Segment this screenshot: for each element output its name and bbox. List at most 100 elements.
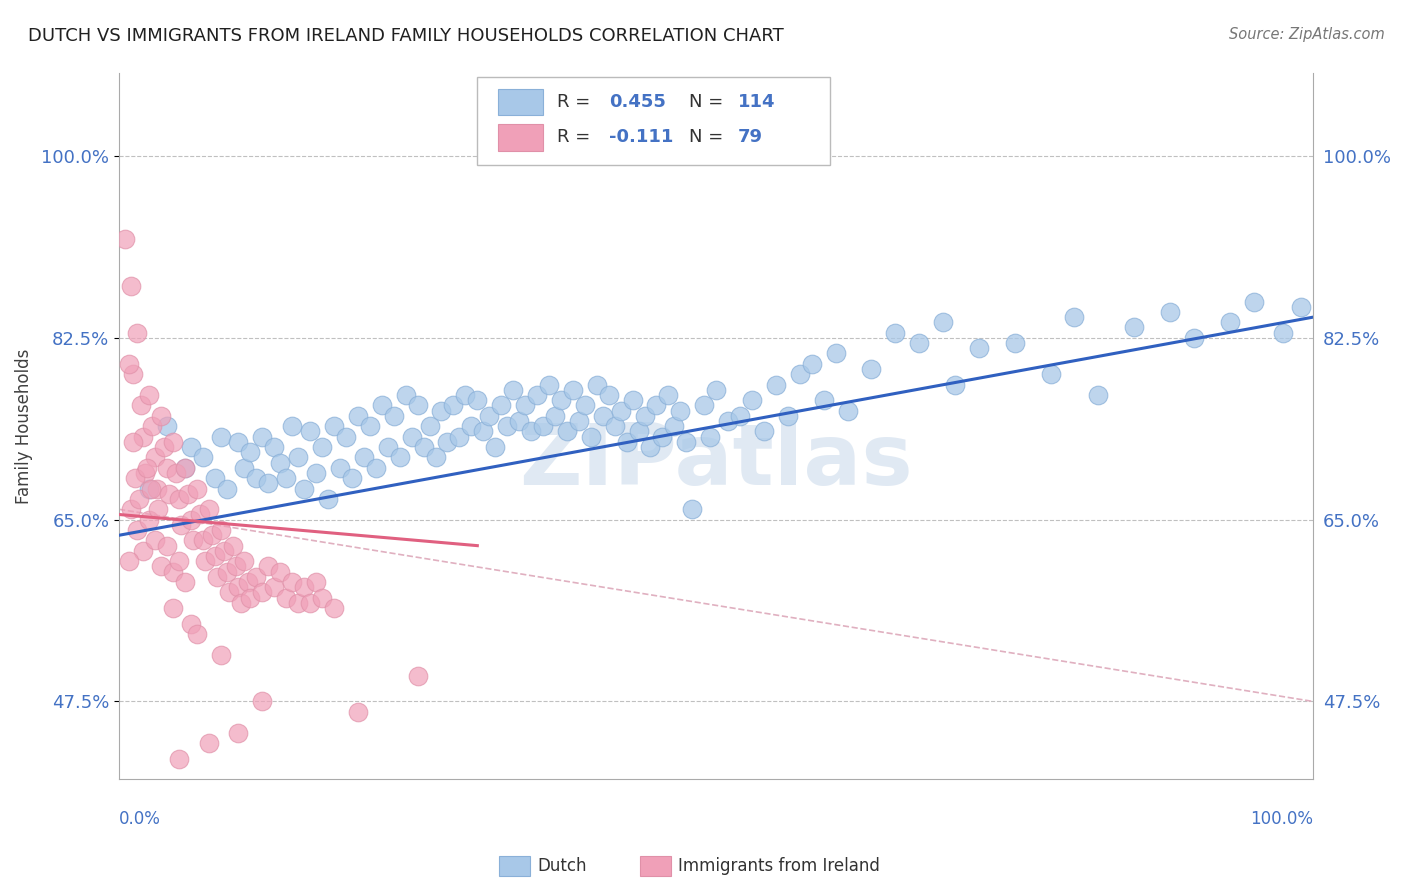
Point	[162, 601, 184, 615]
Point	[752, 425, 775, 439]
Point	[579, 429, 602, 443]
Point	[143, 788, 166, 802]
Point	[132, 544, 155, 558]
Point	[657, 388, 679, 402]
Point	[287, 596, 309, 610]
Point	[1123, 320, 1146, 334]
Point	[180, 440, 202, 454]
Point	[776, 409, 799, 423]
Point	[465, 393, 488, 408]
Point	[531, 419, 554, 434]
Point	[520, 425, 543, 439]
Point	[153, 440, 176, 454]
Point	[443, 398, 465, 412]
Bar	[498, 124, 543, 151]
Text: N =: N =	[689, 93, 728, 111]
Text: -0.111: -0.111	[609, 128, 673, 146]
Point	[212, 544, 235, 558]
Point	[908, 336, 931, 351]
Point	[276, 471, 298, 485]
Point	[173, 460, 195, 475]
Point	[129, 398, 152, 412]
Point	[236, 574, 259, 589]
Point	[167, 751, 190, 765]
Point	[568, 414, 591, 428]
Point	[616, 434, 638, 449]
Point	[252, 429, 274, 443]
Point	[800, 357, 823, 371]
Point	[592, 409, 614, 423]
Point	[263, 580, 285, 594]
Point	[221, 539, 243, 553]
Text: 100.0%: 100.0%	[1250, 810, 1313, 828]
Point	[173, 460, 195, 475]
Point	[180, 513, 202, 527]
Point	[335, 429, 357, 443]
Point	[419, 419, 441, 434]
Point	[167, 554, 190, 568]
Point	[143, 450, 166, 465]
Point	[228, 580, 250, 594]
Point	[609, 403, 631, 417]
Point	[128, 491, 150, 506]
Point	[323, 419, 346, 434]
Point	[209, 429, 232, 443]
Point	[120, 279, 142, 293]
Point	[167, 491, 190, 506]
Point	[1063, 310, 1085, 324]
Point	[148, 502, 170, 516]
Text: R =: R =	[557, 128, 596, 146]
Point	[122, 434, 145, 449]
Point	[204, 549, 226, 563]
Point	[156, 419, 179, 434]
Point	[1219, 315, 1241, 329]
Point	[157, 486, 180, 500]
Point	[143, 533, 166, 548]
Point	[180, 616, 202, 631]
Text: Dutch: Dutch	[537, 857, 586, 875]
Point	[388, 450, 411, 465]
Point	[704, 383, 727, 397]
Point	[120, 502, 142, 516]
Point	[555, 425, 578, 439]
Point	[633, 409, 655, 423]
Point	[215, 482, 238, 496]
Point	[209, 648, 232, 662]
Point	[789, 368, 811, 382]
Point	[299, 425, 322, 439]
Point	[967, 341, 990, 355]
Point	[162, 565, 184, 579]
Point	[245, 570, 267, 584]
Point	[117, 554, 139, 568]
Point	[837, 403, 859, 417]
Point	[138, 482, 160, 496]
Point	[537, 377, 560, 392]
Point	[454, 388, 477, 402]
Point	[191, 450, 214, 465]
Point	[114, 232, 136, 246]
Point	[205, 570, 228, 584]
Point	[269, 565, 291, 579]
Point	[621, 393, 644, 408]
Point	[252, 694, 274, 708]
Point	[640, 440, 662, 454]
Point	[229, 596, 252, 610]
Point	[1291, 300, 1313, 314]
Point	[1087, 388, 1109, 402]
Point	[305, 574, 328, 589]
Point	[156, 539, 179, 553]
Point	[449, 429, 471, 443]
Point	[645, 398, 668, 412]
Point	[141, 482, 163, 496]
Point	[395, 388, 418, 402]
Text: Immigrants from Ireland: Immigrants from Ireland	[678, 857, 880, 875]
Point	[943, 377, 966, 392]
Point	[359, 419, 381, 434]
Text: Source: ZipAtlas.com: Source: ZipAtlas.com	[1229, 27, 1385, 42]
Point	[252, 585, 274, 599]
Point	[340, 471, 363, 485]
Point	[627, 425, 650, 439]
Point	[353, 450, 375, 465]
Point	[245, 471, 267, 485]
Point	[173, 574, 195, 589]
